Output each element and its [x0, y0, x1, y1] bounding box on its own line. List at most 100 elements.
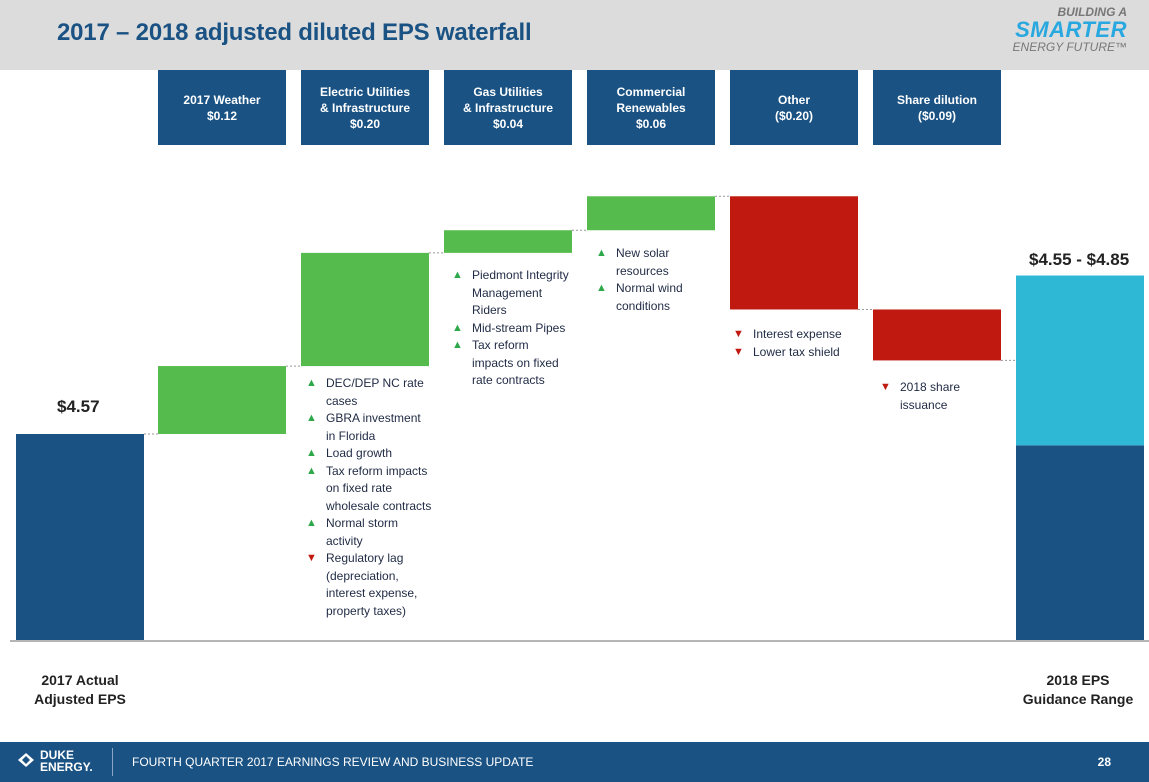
waterfall-bars — [16, 196, 1144, 640]
note-line: Mid-stream Pipes — [472, 320, 566, 335]
step-bar — [587, 196, 715, 231]
note-line: conditions — [616, 298, 671, 313]
category-box-commercial: Commercial Renewables $0.06 — [587, 70, 715, 145]
notes-gas: ▲ Piedmont Integrity Management Riders ▲ Mid-… — [452, 267, 569, 390]
note-line: 2018 share — [900, 380, 961, 394]
note-item: ▼ Regulatory lag (depreciation, interest ex… — [306, 550, 431, 620]
slide-title: 2017 – 2018 adjusted diluted EPS waterfa… — [57, 19, 532, 46]
category-name: & Infrastructure — [462, 100, 554, 115]
note-text: 2018 share issuance — [900, 379, 960, 414]
logo-line-1: BUILDING A — [1057, 5, 1127, 19]
category-value: $0.12 — [206, 108, 238, 123]
label-line: 2018 EPS — [1046, 672, 1110, 688]
note-item: ▲ Mid-stream Pipes — [452, 320, 569, 338]
note-item: ▲ Normal storm activity — [306, 515, 431, 550]
start-bar — [16, 434, 144, 640]
category-name: Electric Utilities — [319, 84, 411, 99]
logo-line-3: ENERGY FUTURE™ — [1012, 40, 1127, 54]
note-line: rate contracts — [472, 373, 545, 387]
note-item: ▲ GBRA investment in Florida — [306, 410, 431, 445]
note-line: Tax reform impacts — [326, 463, 428, 478]
note-text: DEC/DEP NC rate cases — [326, 375, 424, 410]
note-text: Regulatory lag (depreciation, interest exp… — [326, 550, 417, 620]
up-triangle-icon: ▲ — [306, 377, 317, 389]
note-line: New solar — [616, 246, 670, 260]
slide-footer — [0, 742, 1149, 782]
logo-line-2: SMARTER — [1015, 17, 1127, 42]
note-item: ▲ Tax reform impacts on fixed rate contract… — [452, 337, 569, 390]
note-item: ▲ Normal wind conditions — [596, 280, 683, 315]
end-value-label: $4.55 - $4.85 — [1029, 250, 1130, 269]
step-bar — [158, 366, 286, 434]
logo-duke: DUKE — [40, 748, 75, 762]
note-line: Normal wind — [616, 281, 683, 295]
page-number: 28 — [1097, 755, 1111, 769]
step-bar — [444, 230, 572, 253]
duke-flame-icon — [18, 753, 34, 767]
up-triangle-icon: ▲ — [596, 282, 607, 294]
note-line: DEC/DEP NC rate — [326, 376, 424, 390]
category-value: ($0.20) — [774, 108, 814, 123]
note-text: New solar resources — [616, 245, 669, 280]
note-text: Normal storm activity — [326, 515, 398, 550]
start-bar-label: 2017 Actual Adjusted EPS — [20, 671, 140, 709]
note-text: Tax reform impacts on fixed rate contracts — [472, 337, 559, 390]
note-line: Tax reform — [472, 338, 529, 352]
note-line: interest expense, — [326, 586, 418, 600]
note-line: wholesale contracts — [326, 498, 432, 513]
note-line: GBRA investment — [326, 411, 421, 425]
note-line: cases — [326, 393, 358, 408]
step-bar — [730, 196, 858, 310]
note-item: ▼ 2018 share issuance — [880, 379, 960, 414]
category-name: Renewables — [616, 100, 686, 115]
note-line: Piedmont Integrity — [472, 268, 569, 282]
note-line: property taxes) — [326, 603, 407, 618]
up-triangle-icon: ▲ — [452, 339, 463, 351]
category-name: & Infrastructure — [319, 100, 411, 115]
note-text: Mid-stream Pipes — [472, 320, 565, 338]
category-value: $0.06 — [635, 116, 667, 131]
note-line: impacts on fixed — [472, 355, 559, 370]
down-triangle-icon: ▼ — [733, 345, 744, 358]
end-bar-low — [1016, 445, 1144, 640]
up-triangle-icon: ▲ — [306, 447, 317, 459]
note-line: Lower tax shield — [753, 344, 840, 359]
up-triangle-icon: ▲ — [306, 517, 317, 529]
label-line: 2017 Actual — [41, 672, 119, 688]
note-item: ▼ Interest expense — [733, 326, 842, 344]
up-triangle-icon: ▲ — [306, 412, 317, 424]
note-line: resources — [616, 263, 669, 278]
note-line: on fixed rate — [326, 481, 393, 495]
note-item: ▲ Piedmont Integrity Management Riders — [452, 267, 569, 320]
note-item: ▲ New solar resources — [596, 245, 683, 280]
category-name: Share dilution — [896, 92, 977, 107]
up-triangle-icon: ▲ — [596, 247, 607, 259]
step-bar — [301, 252, 429, 367]
category-name: Commercial — [616, 84, 686, 99]
label-line: Guidance Range — [1022, 691, 1134, 707]
note-text: Piedmont Integrity Management Riders — [472, 267, 569, 320]
up-triangle-icon: ▲ — [452, 321, 463, 334]
down-triangle-icon: ▼ — [733, 328, 744, 340]
category-box-other: Other ($0.20) — [730, 70, 858, 145]
notes-electric: ▲ DEC/DEP NC rate cases ▲ GBRA investment in … — [306, 375, 431, 620]
notes-dilution: ▼ 2018 share issuance — [880, 379, 960, 414]
notes-other: ▼ Interest expense ▼ Lower tax shield — [733, 326, 842, 361]
footer-separator — [112, 748, 113, 776]
end-bar-label: 2018 EPS Guidance Range — [1018, 671, 1138, 709]
footer-text: FOURTH QUARTER 2017 EARNINGS REVIEW AND … — [132, 755, 534, 769]
note-line: issuance — [900, 397, 948, 412]
category-name: Gas Utilities — [473, 84, 543, 99]
notes-commercial: ▲ New solar resources ▲ Normal wind condition… — [596, 245, 683, 315]
step-bar — [873, 309, 1001, 361]
down-triangle-icon: ▼ — [306, 552, 317, 564]
category-name: 2017 Weather — [183, 92, 261, 107]
waterfall-chart — [10, 195, 1149, 642]
waterfall-connectors — [144, 195, 1016, 435]
note-text: Tax reform impacts on fixed rate wholesale… — [326, 463, 431, 516]
note-line: activity — [326, 533, 363, 548]
note-line: Riders — [472, 303, 507, 317]
note-line: Regulatory lag — [326, 551, 404, 565]
note-item: ▲ Load growth — [306, 445, 431, 463]
note-item: ▼ Lower tax shield — [733, 344, 842, 362]
